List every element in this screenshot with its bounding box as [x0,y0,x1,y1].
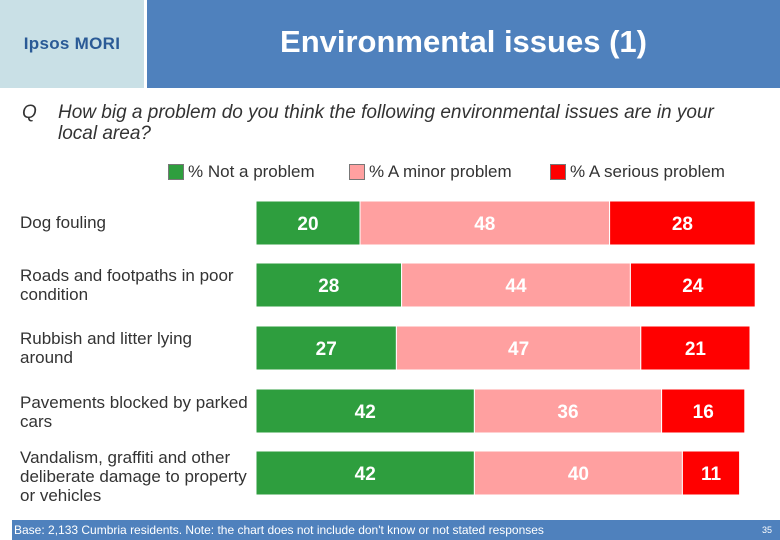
bar-not-a-problem [255,200,361,246]
bar-serious-problem [661,388,746,434]
bar-not-a-problem [255,388,475,434]
data-label-minor-problem: 40 [568,464,589,485]
category-label: Vandalism, graffiti and other deliberate… [20,448,247,505]
bar-not-a-problem [255,450,475,496]
data-label-serious-problem: 11 [701,464,722,485]
bar-serious-problem [609,200,756,246]
bar-minor-problem [401,262,631,308]
legend-swatch-red [550,164,566,180]
data-label-serious-problem: 24 [682,276,704,297]
logo: Ipsos MORI [0,0,144,88]
legend-not-a-problem: % Not a problem [168,162,315,182]
data-label-minor-problem: 48 [474,214,495,235]
legend-label-minor-problem: % A minor problem [369,162,512,181]
data-label-not-a-problem: 27 [316,339,337,360]
bar-serious-problem [640,325,751,371]
bar-minor-problem [473,450,683,496]
category-label: Roads and footpaths in poor condition [20,266,234,304]
question-letter: Q [22,102,37,123]
footer-note: Base: 2,133 Cumbria residents. Note: the… [14,523,544,537]
legend-swatch-green [168,164,184,180]
header-divider [144,0,147,88]
legend-label-not-a-problem: % Not a problem [188,162,315,181]
data-label-minor-problem: 47 [508,339,529,360]
bar-serious-problem [629,262,756,308]
logo-text: Ipsos MORI [23,34,121,53]
data-label-minor-problem: 44 [505,276,527,297]
legend-serious-problem: % A serious problem [550,162,725,182]
bar-not-a-problem [255,325,397,371]
page-number: 35 [761,525,772,535]
data-label-not-a-problem: 28 [318,276,339,297]
data-label-not-a-problem: 42 [355,464,376,485]
data-label-not-a-problem: 42 [355,402,376,423]
data-label-serious-problem: 16 [693,402,714,423]
category-label: Rubbish and litter lying around [20,329,192,367]
bar-serious-problem [681,450,741,496]
question-text: How big a problem do you think the follo… [58,102,714,144]
data-label-not-a-problem: 20 [297,214,318,235]
legend-label-serious-problem: % A serious problem [570,162,725,181]
category-label: Dog fouling [20,213,107,232]
category-label: Pavements blocked by parked cars [20,393,248,431]
legend-minor-problem: % A minor problem [349,162,512,182]
footer: Base: 2,133 Cumbria residents. Note: the… [12,520,780,540]
data-label-serious-problem: 28 [672,214,693,235]
bar-not-a-problem [255,262,403,308]
page-title: Environmental issues (1) [280,24,647,59]
bar-minor-problem [359,200,611,246]
data-label-minor-problem: 36 [557,402,578,423]
legend-swatch-pink [349,164,365,180]
bar-minor-problem [395,325,642,371]
data-label-serious-problem: 21 [685,339,707,360]
